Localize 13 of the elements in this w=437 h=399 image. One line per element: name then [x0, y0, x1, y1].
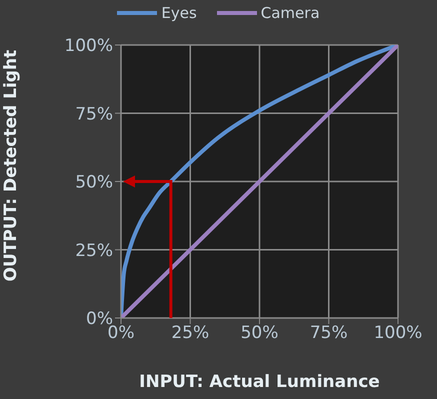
- x-tick-label: 50%: [240, 323, 278, 344]
- y-tick-label: 100%: [64, 36, 113, 56]
- y-axis-title: OUTPUT: Detected Light: [1, 50, 22, 282]
- x-tick-label: 0%: [108, 323, 134, 344]
- x-tick-label: 75%: [310, 323, 348, 344]
- y-tick-label: 25%: [75, 240, 113, 261]
- x-axis-title: INPUT: Actual Luminance: [139, 372, 380, 392]
- x-tick-label: 25%: [171, 323, 210, 344]
- y-tick-label: 75%: [75, 104, 113, 124]
- y-tick-label: 50%: [75, 172, 113, 193]
- x-tick-label: 100%: [374, 323, 422, 344]
- legend-label: Camera: [260, 4, 320, 22]
- legend-label: Eyes: [161, 4, 197, 22]
